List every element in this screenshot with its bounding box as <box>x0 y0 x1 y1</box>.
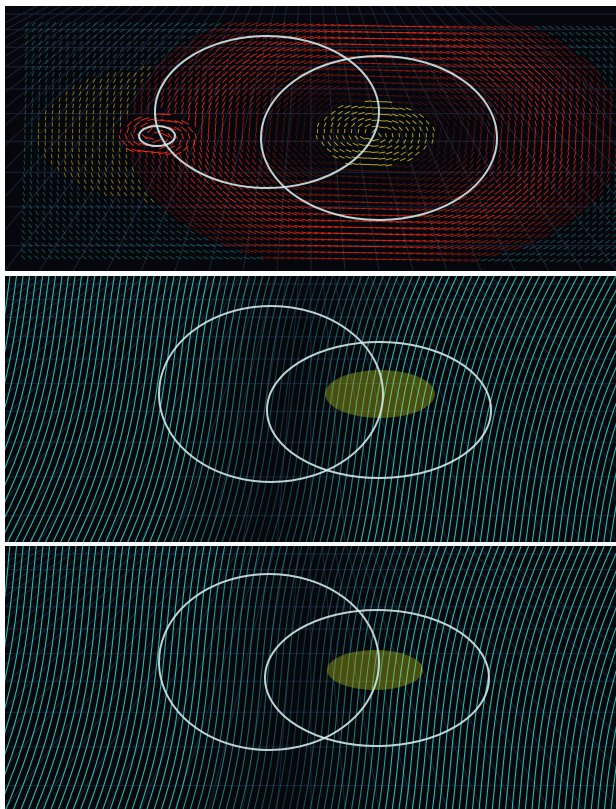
overlay-ring <box>158 305 384 483</box>
overlay-ring <box>264 609 490 747</box>
panel-top-vector-field <box>5 6 616 271</box>
vector-field-canvas-middle <box>5 276 616 542</box>
panel-middle-vector-field <box>5 276 616 542</box>
field-highlight <box>327 650 423 690</box>
field-highlight <box>325 370 435 418</box>
field-strokes <box>20 21 616 263</box>
overlay-ring <box>138 125 176 147</box>
panel-bottom-vector-field <box>5 546 616 809</box>
overlay-ring <box>154 35 380 189</box>
overlay-ring <box>266 341 492 479</box>
vector-field-canvas-bottom <box>5 546 616 809</box>
vector-field-canvas-top <box>5 6 616 271</box>
field-strokes <box>5 276 616 542</box>
field-strokes <box>5 546 616 809</box>
overlay-ring <box>260 55 498 221</box>
overlay-ring <box>158 573 380 751</box>
